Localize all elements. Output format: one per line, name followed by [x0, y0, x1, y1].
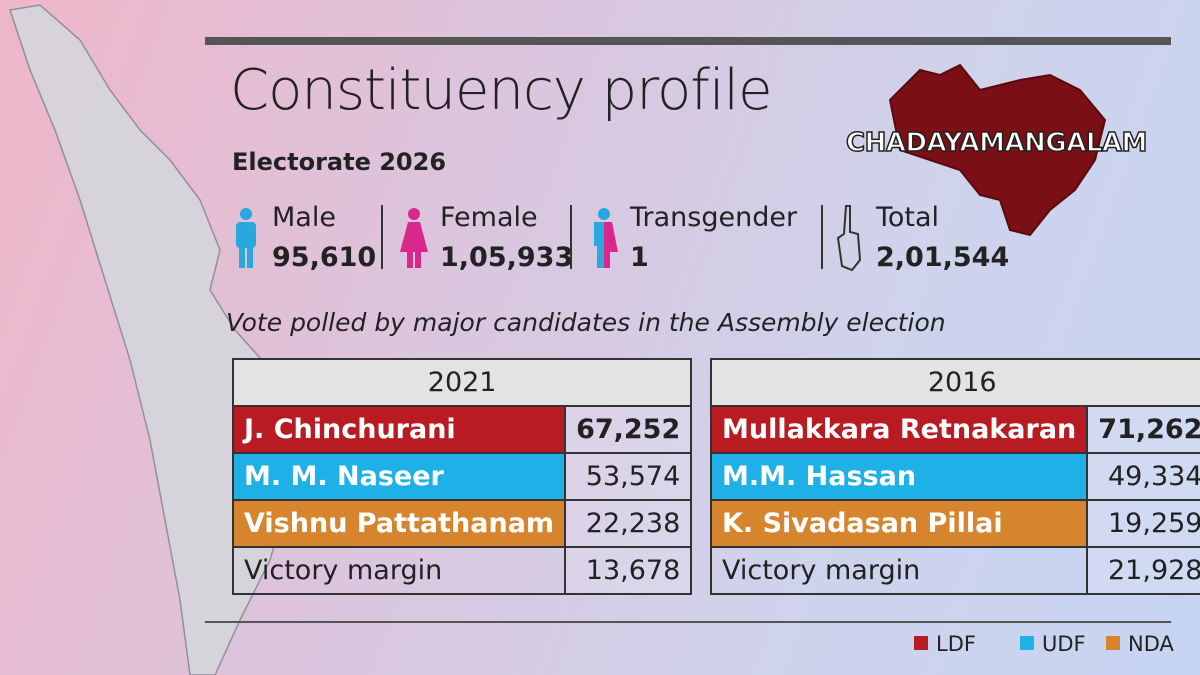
constituency-name: CHADAYAMANGALAM	[845, 127, 1148, 159]
item-value: 2,01,544	[876, 242, 1010, 273]
legend-item: UDF	[1020, 632, 1086, 656]
year: 2021	[231, 358, 693, 407]
separator	[381, 205, 383, 269]
votes: 53,574	[564, 452, 693, 501]
header-row: 2021	[231, 358, 693, 407]
legend-swatch	[1106, 636, 1120, 650]
votes: 13,678	[564, 546, 693, 595]
item-label: Total	[876, 202, 940, 233]
candidate-row: Vishnu Pattathanam 22,238	[231, 499, 693, 548]
top-rule	[205, 37, 1171, 45]
candidate-name: Mullakkara Retnakaran	[709, 405, 1089, 454]
candidate-name: K. Sivadasan Pillai	[709, 499, 1089, 548]
results-table: 2016 Mullakkara Retnakaran 71,262 M.M. Hass…	[709, 358, 1200, 595]
item-value: 1	[630, 242, 649, 273]
candidate-name: Victory margin	[709, 546, 1089, 595]
legend-label: NDA	[1128, 632, 1174, 656]
legend-label: UDF	[1042, 632, 1086, 656]
votes: 19,259	[1086, 499, 1200, 548]
candidate-row: Victory margin 21,928	[709, 546, 1200, 595]
votes: 71,262	[1086, 405, 1200, 454]
candidate-name: M.M. Hassan	[709, 452, 1089, 501]
candidate-row: J. Chinchurani 67,252	[231, 405, 693, 454]
item-label: Female	[440, 202, 538, 233]
electorate-heading: Electorate 2026	[232, 148, 447, 176]
year: 2016	[709, 358, 1200, 407]
votes: 67,252	[564, 405, 693, 454]
legend-swatch	[1020, 636, 1034, 650]
legend-label: LDF	[936, 632, 976, 656]
legend-item: NDA	[1106, 632, 1174, 656]
candidate-row: Mullakkara Retnakaran 71,262	[709, 405, 1200, 454]
candidate-row: M. M. Naseer 53,574	[231, 452, 693, 501]
bottom-rule	[205, 621, 1171, 623]
item-label: Male	[272, 202, 336, 233]
results-table: 2021 J. Chinchurani 67,252 M. M. Naseer 53,5…	[231, 358, 693, 595]
legend-item: LDF	[914, 632, 976, 656]
candidate-name: Victory margin	[231, 546, 567, 595]
legend-swatch	[914, 636, 928, 650]
votes: 49,334	[1086, 452, 1200, 501]
votes: 21,928	[1086, 546, 1200, 595]
candidate-row: M.M. Hassan 49,334	[709, 452, 1200, 501]
person-icon	[594, 208, 618, 268]
candidate-row: Victory margin 13,678	[231, 546, 693, 595]
item-label: Transgender	[630, 202, 798, 233]
header-row: 2016	[709, 358, 1200, 407]
separator	[570, 205, 572, 269]
person-icon	[236, 208, 256, 268]
candidate-name: Vishnu Pattathanam	[231, 499, 567, 548]
constituency-map	[888, 63, 1107, 237]
votes: 22,238	[564, 499, 693, 548]
separator	[821, 205, 823, 269]
candidate-name: J. Chinchurani	[231, 405, 567, 454]
title: Constituency profile	[230, 58, 773, 123]
item-value: 95,610	[272, 242, 377, 273]
candidate-row: K. Sivadasan Pillai 19,259	[709, 499, 1200, 548]
subtitle: Vote polled by major candidates in the A…	[226, 308, 946, 337]
candidate-name: M. M. Naseer	[231, 452, 567, 501]
item-value: 1,05,933	[440, 242, 574, 273]
person-icon	[400, 208, 428, 268]
person-icon	[836, 205, 862, 272]
